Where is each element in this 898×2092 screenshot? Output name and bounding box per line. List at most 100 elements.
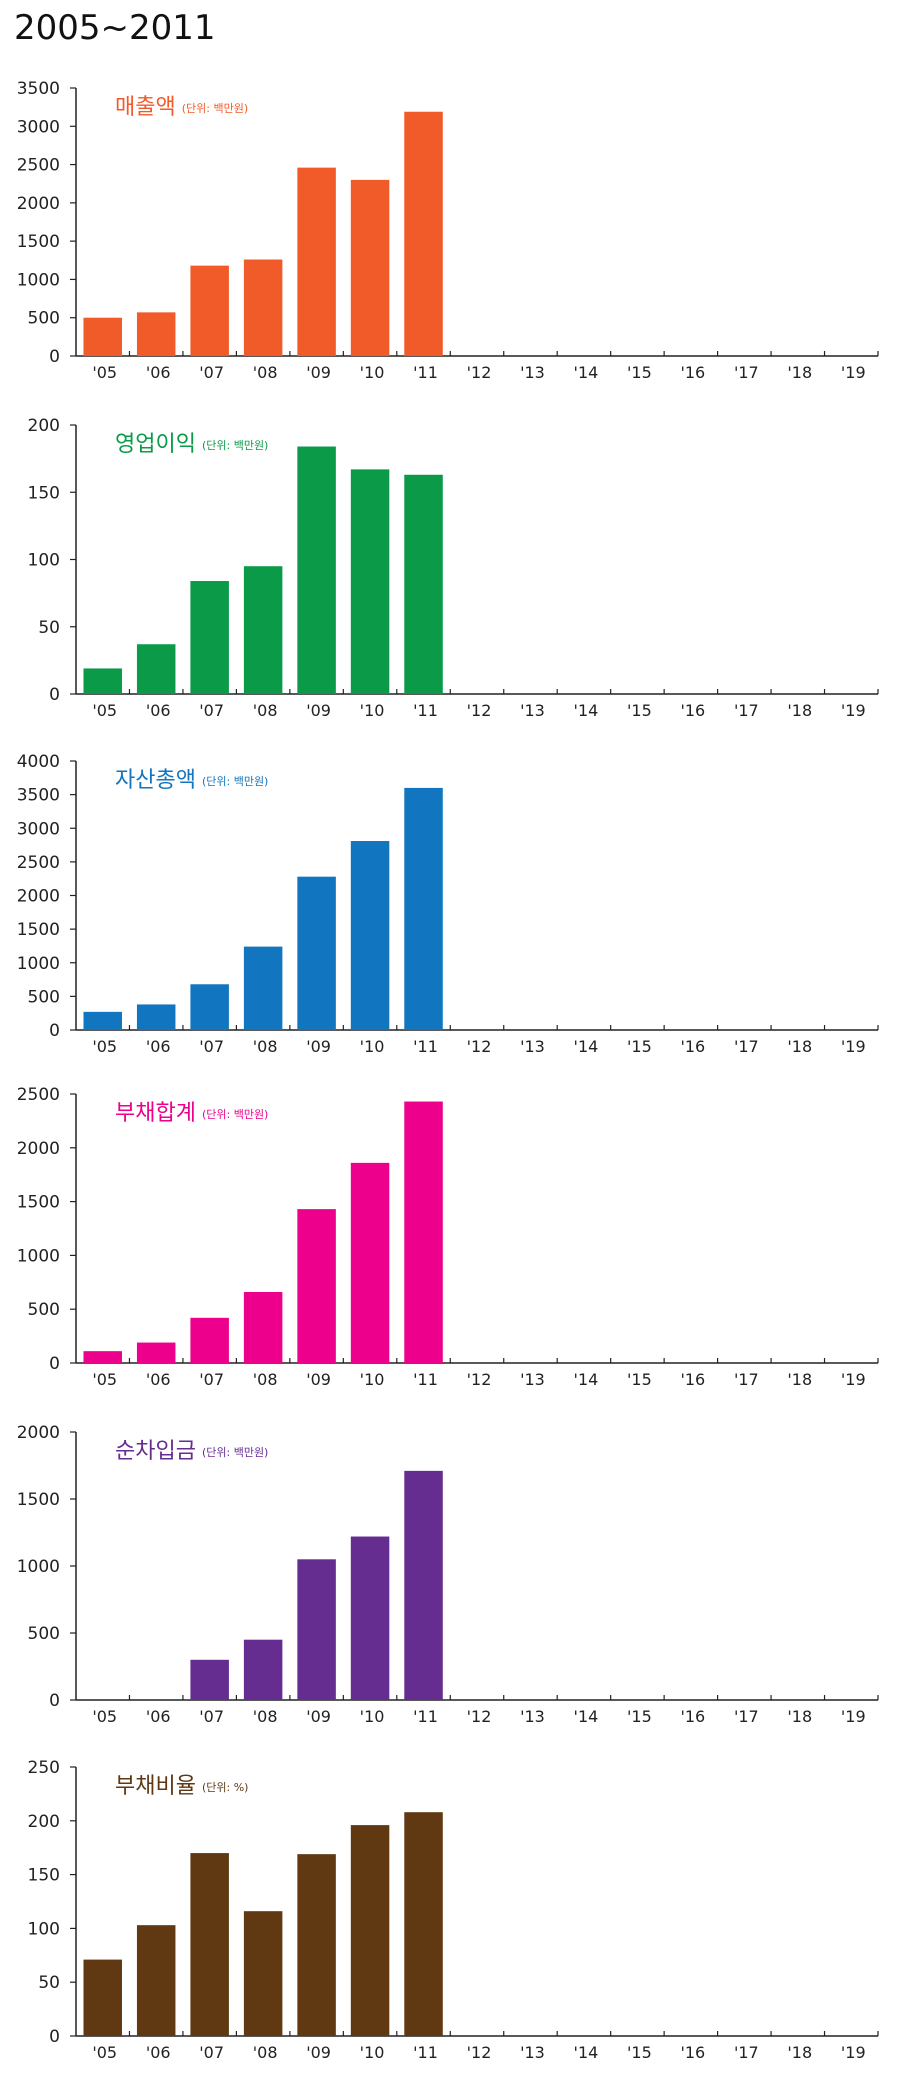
bar: [83, 668, 122, 694]
bar: [350, 179, 390, 356]
x-tick-label: '14: [574, 701, 599, 720]
chart-unit-label: (단위: 백만원): [202, 1446, 268, 1459]
bar: [404, 111, 443, 356]
x-tick-label: '15: [627, 1370, 652, 1389]
y-tick-label: 3000: [17, 819, 60, 839]
y-tick-label: 0: [49, 1021, 60, 1041]
bar: [404, 1470, 443, 1700]
y-tick-label: 0: [49, 1691, 60, 1711]
bar: [243, 566, 283, 694]
chart-unit-label: (단위: 백만원): [202, 775, 268, 788]
x-tick-label: '12: [467, 2043, 492, 2062]
x-tick-label: '15: [627, 1037, 652, 1056]
y-tick-label: 2500: [17, 853, 60, 873]
y-tick-label: 1500: [17, 920, 60, 940]
x-tick-label: '08: [253, 2043, 278, 2062]
bar: [136, 1925, 176, 2036]
x-tick-label: '06: [146, 1707, 171, 1726]
x-tick-label: '11: [413, 363, 438, 382]
bar: [350, 1536, 390, 1700]
x-tick-label: '07: [199, 363, 224, 382]
x-tick-label: '08: [253, 1707, 278, 1726]
bar: [136, 312, 176, 356]
chart-2: 0 50 100 150 200 '05 '06 '07 '08 '09 '10 '11 '12 '13 '…: [28, 416, 879, 720]
x-tick-label: '19: [841, 701, 866, 720]
bar: [83, 1351, 122, 1363]
x-tick-label: '09: [306, 701, 331, 720]
bar: [83, 1011, 122, 1030]
y-tick-label: 0: [49, 1354, 60, 1374]
bar: [190, 984, 229, 1030]
y-tick-label: 2000: [17, 1139, 60, 1159]
x-tick-label: '19: [841, 363, 866, 382]
chart-title: 영업이익: [115, 432, 196, 457]
x-tick-label: '07: [199, 2043, 224, 2062]
bar: [136, 1342, 176, 1363]
x-tick-label: '13: [520, 363, 545, 382]
y-tick-label: 2000: [17, 194, 60, 214]
x-tick-label: '18: [787, 701, 812, 720]
y-tick-label: 500: [28, 309, 60, 329]
chart-unit-label: (단위: 백만원): [202, 1108, 268, 1121]
y-tick-label: 1000: [17, 270, 60, 290]
y-tick-label: 0: [49, 2027, 60, 2047]
x-tick-label: '15: [627, 701, 652, 720]
x-tick-label: '06: [146, 2043, 171, 2062]
x-tick-label: '13: [520, 1370, 545, 1389]
y-tick-label: 1500: [17, 232, 60, 252]
bar: [297, 1559, 336, 1700]
x-tick-label: '17: [734, 1037, 759, 1056]
bar: [404, 474, 443, 694]
x-tick-label: '05: [92, 1370, 117, 1389]
x-tick-label: '12: [467, 1370, 492, 1389]
x-tick-label: '10: [360, 1037, 385, 1056]
chart-title: 매출액: [115, 95, 176, 120]
bar: [404, 787, 443, 1030]
y-tick-label: 100: [28, 551, 60, 571]
bar: [83, 1959, 122, 2036]
y-tick-label: 500: [28, 1300, 60, 1320]
x-tick-label: '12: [467, 363, 492, 382]
page-title: 2005~2011: [14, 8, 216, 48]
y-tick-label: 50: [38, 618, 60, 638]
x-tick-label: '10: [360, 1370, 385, 1389]
bar: [297, 1854, 336, 2036]
bar: [243, 1291, 283, 1363]
chart-title: 순차입금: [115, 1439, 196, 1464]
x-tick-label: '19: [841, 1707, 866, 1726]
bar: [350, 1162, 390, 1363]
x-tick-label: '12: [467, 1037, 492, 1056]
x-tick-label: '10: [360, 363, 385, 382]
bar: [136, 1004, 176, 1030]
x-tick-label: '19: [841, 1037, 866, 1056]
bar: [190, 1853, 229, 2036]
x-tick-label: '13: [520, 1707, 545, 1726]
x-tick-label: '16: [680, 1037, 705, 1056]
x-tick-label: '14: [574, 1037, 599, 1056]
y-tick-label: 1000: [17, 954, 60, 974]
y-tick-label: 50: [38, 1973, 60, 1993]
x-tick-label: '12: [467, 1707, 492, 1726]
x-tick-label: '09: [306, 1707, 331, 1726]
chart-title: 부채비율: [115, 1774, 196, 1799]
x-tick-label: '17: [734, 1707, 759, 1726]
y-tick-label: 0: [49, 347, 60, 367]
x-tick-label: '05: [92, 1037, 117, 1056]
x-tick-label: '07: [199, 1707, 224, 1726]
x-tick-label: '18: [787, 1037, 812, 1056]
x-tick-label: '17: [734, 701, 759, 720]
x-tick-label: '09: [306, 363, 331, 382]
x-tick-label: '12: [467, 701, 492, 720]
bar: [190, 1659, 229, 1700]
bar: [350, 1825, 390, 2036]
x-tick-label: '16: [680, 701, 705, 720]
bar: [404, 1101, 443, 1363]
x-tick-label: '08: [253, 701, 278, 720]
x-tick-label: '10: [360, 1707, 385, 1726]
bar: [136, 644, 176, 694]
x-tick-label: '06: [146, 363, 171, 382]
y-tick-label: 500: [28, 987, 60, 1007]
y-tick-label: 1500: [17, 1193, 60, 1213]
x-tick-label: '13: [520, 2043, 545, 2062]
x-tick-label: '16: [680, 1370, 705, 1389]
